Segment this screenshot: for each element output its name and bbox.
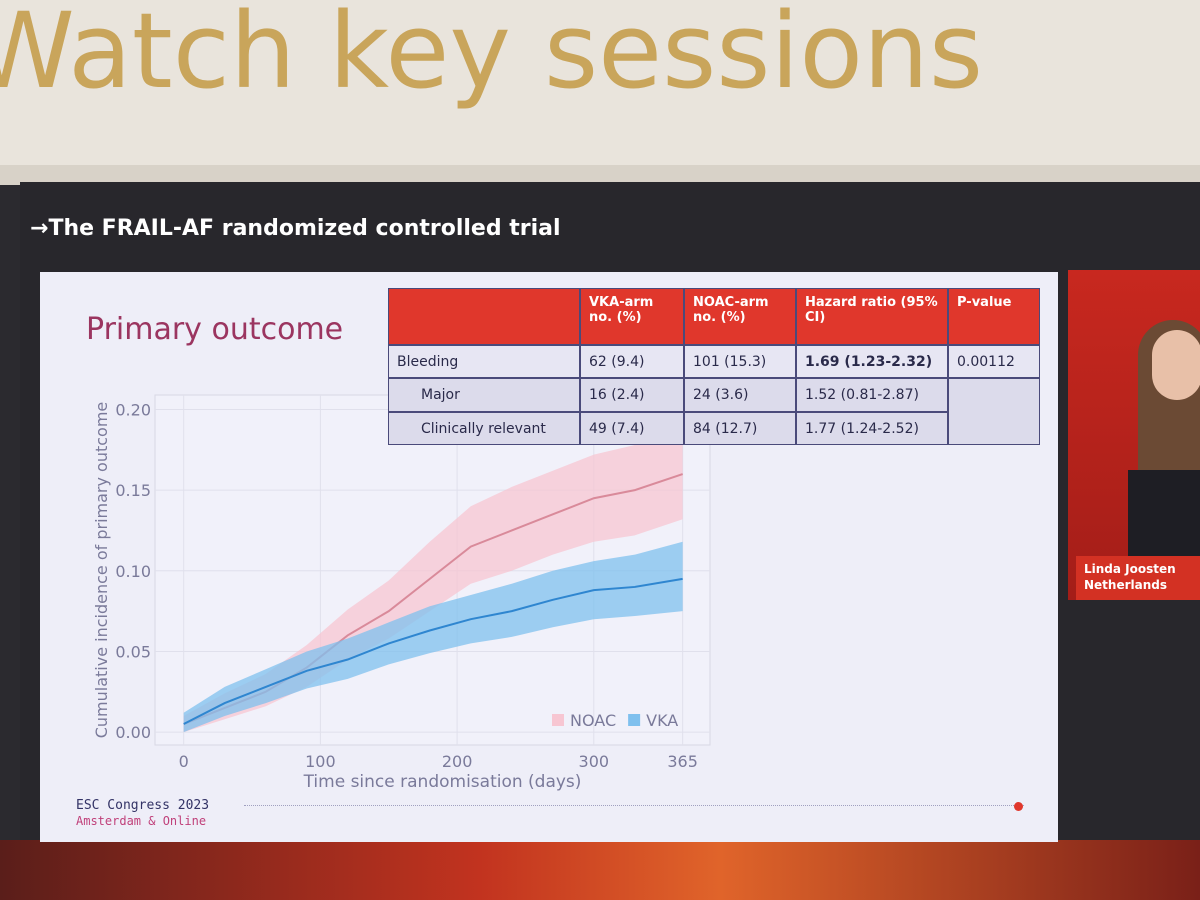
legend-swatch bbox=[628, 714, 641, 726]
arrow-icon: → bbox=[30, 216, 49, 241]
table-header-cell: NOAC-arm no. (%) bbox=[684, 288, 796, 345]
x-tick-label: 300 bbox=[579, 752, 610, 771]
speaker-face bbox=[1152, 330, 1200, 400]
table-header-cell: P-value bbox=[948, 288, 1040, 345]
slide-heading: Primary outcome bbox=[86, 312, 344, 347]
speaker-body bbox=[1128, 470, 1200, 560]
legend-swatch bbox=[552, 714, 564, 726]
legend-label: VKA bbox=[646, 711, 678, 730]
table-cell: 62 (9.4) bbox=[580, 345, 684, 378]
table-cell: Major bbox=[388, 378, 580, 412]
x-tick-label: 365 bbox=[667, 752, 698, 771]
slide-title: →The FRAIL-AF randomized controlled tria… bbox=[30, 216, 561, 241]
y-tick-label: 0.05 bbox=[115, 642, 151, 661]
banner-text: Watch key sessions bbox=[0, 0, 984, 112]
y-tick-label: 0.20 bbox=[115, 401, 151, 420]
y-axis-label: Cumulative incidence of primary outcome bbox=[92, 402, 111, 739]
table-cell: 84 (12.7) bbox=[684, 412, 796, 445]
table-cell: 1.77 (1.24-2.52) bbox=[796, 412, 948, 445]
x-tick-label: 0 bbox=[179, 752, 189, 771]
wall bbox=[0, 165, 1200, 185]
slide-title-text: The FRAIL-AF randomized controlled trial bbox=[48, 216, 561, 241]
table-cell: 24 (3.6) bbox=[684, 378, 796, 412]
footer-place: Amsterdam & Online bbox=[76, 814, 207, 828]
table-cell: 101 (15.3) bbox=[684, 345, 796, 378]
table-cell: Bleeding bbox=[388, 345, 580, 378]
y-tick-label: 0.15 bbox=[115, 481, 151, 500]
screen-bottom bbox=[0, 840, 1200, 900]
footer-line bbox=[244, 805, 1024, 807]
legend-label: NOAC bbox=[570, 711, 616, 730]
table-header-cell bbox=[388, 288, 580, 345]
speaker-video: Linda Joosten Netherlands bbox=[1068, 270, 1200, 600]
table-header-cell: VKA-arm no. (%) bbox=[580, 288, 684, 345]
banner: Watch key sessions bbox=[0, 0, 1200, 165]
table-cell: 16 (2.4) bbox=[580, 378, 684, 412]
speaker-caption: Linda Joosten Netherlands bbox=[1076, 556, 1200, 600]
table-cell: 49 (7.4) bbox=[580, 412, 684, 445]
x-axis-label: Time since randomisation (days) bbox=[303, 772, 582, 792]
series-line bbox=[183, 577, 683, 725]
x-tick-label: 200 bbox=[442, 752, 473, 771]
footer-event: ESC Congress 2023 bbox=[76, 798, 210, 813]
table: VKA-arm no. (%) NOAC-arm no. (%) Hazard ra… bbox=[388, 288, 1040, 445]
table-cell: 0.00112 bbox=[948, 345, 1040, 378]
y-tick-label: 0.00 bbox=[115, 723, 151, 742]
table-cell: 1.69 (1.23-2.32) bbox=[796, 345, 948, 378]
table-cell: 1.52 (0.81-2.87) bbox=[796, 378, 948, 412]
x-tick-label: 100 bbox=[305, 752, 336, 771]
table-cell: Clinically relevant bbox=[388, 412, 580, 445]
y-tick-label: 0.10 bbox=[115, 562, 151, 581]
table-cell-empty bbox=[948, 378, 1040, 445]
confidence-band bbox=[183, 541, 683, 733]
footer-dot bbox=[1014, 802, 1023, 811]
table-header-cell: Hazard ratio (95% CI) bbox=[796, 288, 948, 345]
speaker-country: Netherlands bbox=[1084, 578, 1168, 592]
speaker-name: Linda Joosten bbox=[1084, 562, 1176, 576]
